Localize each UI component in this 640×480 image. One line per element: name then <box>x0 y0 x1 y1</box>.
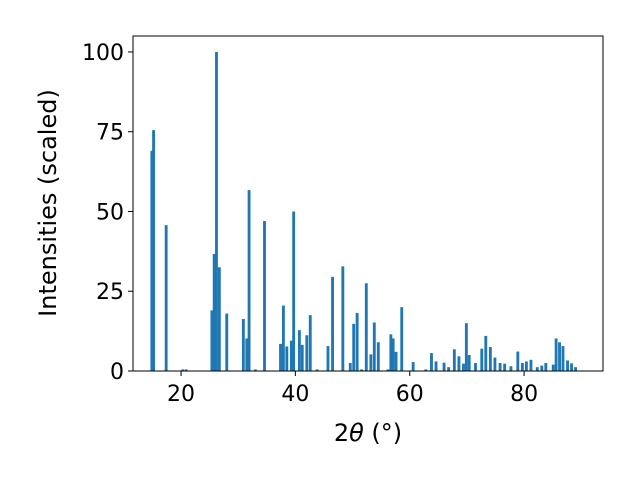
plot-frame <box>132 35 604 372</box>
x-axis-label-prefix: 2 <box>334 419 349 447</box>
y-tick-label: 0 <box>110 360 124 385</box>
bar <box>281 305 285 371</box>
bar <box>535 367 539 371</box>
bar <box>164 225 168 371</box>
bar <box>292 211 296 371</box>
bar <box>488 347 492 371</box>
bar <box>217 267 221 371</box>
bar <box>558 342 561 371</box>
bar <box>247 190 251 371</box>
bar <box>524 361 528 371</box>
bar <box>308 315 312 371</box>
bar <box>493 357 497 371</box>
bar <box>341 266 345 371</box>
bar <box>364 283 368 371</box>
bar <box>566 360 569 371</box>
y-tick-label: 75 <box>96 121 124 146</box>
bar <box>540 365 544 371</box>
bar <box>355 312 359 371</box>
bar <box>447 367 451 371</box>
x-tick-label: 20 <box>167 382 195 407</box>
x-tick-label: 80 <box>510 382 538 407</box>
bar <box>369 354 373 371</box>
bar <box>279 343 282 371</box>
bar <box>300 344 304 371</box>
y-tick-label: 100 <box>82 41 124 66</box>
bar <box>394 351 398 371</box>
bar <box>389 334 393 371</box>
bar <box>457 356 461 371</box>
bar <box>289 340 293 371</box>
x-axis-label-symbol: θ <box>349 419 364 447</box>
bar <box>152 130 156 371</box>
bar <box>430 353 433 371</box>
bar <box>315 369 319 371</box>
bar <box>442 362 446 371</box>
x-tick-label: 40 <box>281 382 309 407</box>
bar <box>551 364 555 371</box>
y-tick-label: 50 <box>96 200 124 225</box>
bar <box>326 346 330 371</box>
bar <box>467 355 471 371</box>
bar <box>372 322 376 371</box>
bar <box>474 363 477 371</box>
bar <box>503 363 507 371</box>
bar <box>184 369 188 371</box>
bar <box>561 346 565 371</box>
bar <box>529 359 533 371</box>
bar <box>215 51 218 371</box>
plot-background <box>133 36 603 371</box>
bar <box>150 150 154 371</box>
bar <box>516 351 520 371</box>
bar <box>241 319 245 371</box>
bar <box>480 348 484 371</box>
bar <box>462 363 465 371</box>
bar <box>212 253 216 371</box>
bars-group <box>150 51 577 371</box>
bar <box>245 338 249 371</box>
bar <box>210 310 214 371</box>
bar <box>360 369 364 371</box>
x-axis-label-suffix: (°) <box>364 419 402 447</box>
y-axis-label: Intensities (scaled) <box>34 89 62 317</box>
bar <box>570 363 573 371</box>
bar <box>400 307 404 371</box>
bar <box>452 349 456 371</box>
bar <box>376 342 380 371</box>
bar <box>331 276 334 371</box>
bar <box>181 369 185 371</box>
bar <box>411 362 415 371</box>
bar <box>391 338 395 371</box>
bar <box>484 335 488 371</box>
bar <box>554 338 558 371</box>
bar <box>434 361 438 371</box>
y-ticks-group: 0 25 50 75 100 <box>82 41 133 385</box>
bar <box>520 363 524 371</box>
bar <box>544 363 548 371</box>
bar <box>352 323 356 371</box>
bar <box>225 313 229 371</box>
bar <box>253 369 257 371</box>
bar <box>297 330 301 371</box>
x-tick-label: 60 <box>396 382 424 407</box>
bar <box>305 335 309 371</box>
x-ticks-group: 20 40 60 80 <box>167 371 538 407</box>
bar <box>509 366 513 371</box>
x-axis-label: 2θ (°) <box>334 419 402 447</box>
bar <box>263 221 266 371</box>
bar <box>574 367 577 371</box>
bar <box>285 346 289 371</box>
bar <box>386 369 390 371</box>
bar <box>348 363 352 371</box>
y-tick-label: 25 <box>96 280 124 305</box>
bar <box>464 323 468 371</box>
bar <box>498 363 502 371</box>
bar <box>424 369 428 371</box>
